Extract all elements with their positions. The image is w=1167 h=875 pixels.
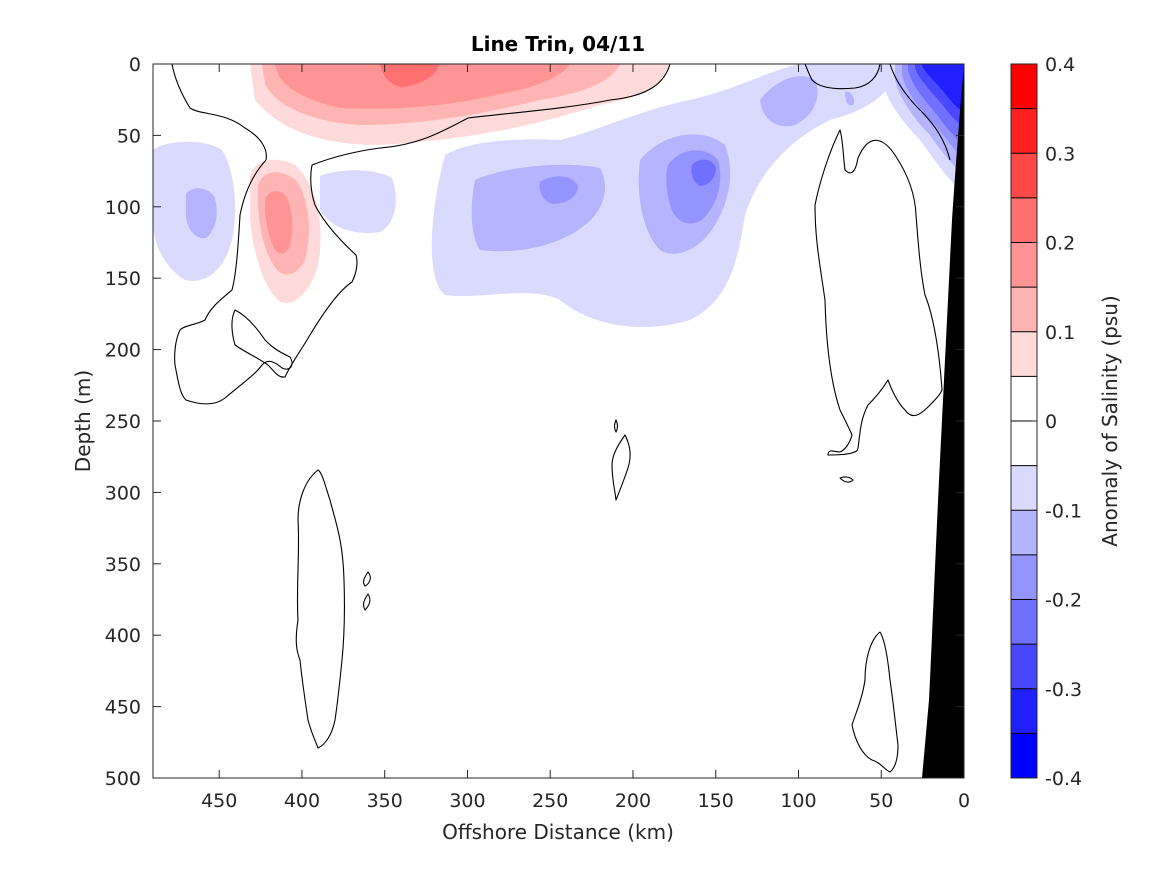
colorbar-tick-label: -0.4 [1045, 768, 1082, 790]
y-tick-label: 50 [117, 125, 141, 147]
colorbar-segment [1011, 287, 1037, 333]
colorbar-tick-label: 0 [1045, 411, 1057, 433]
colorbar-segment [1011, 465, 1037, 511]
zero-contour-deep-left [295, 469, 345, 749]
colorbar-tick-label: -0.1 [1045, 500, 1082, 522]
chart-title: Line Trin, 04/11 [471, 32, 645, 56]
bathymetry-wedge [922, 64, 964, 778]
y-tick-label: 300 [105, 482, 141, 504]
x-tick-label: 200 [615, 790, 651, 812]
zero-contour-main [171, 64, 671, 405]
x-tick-label: 400 [284, 790, 320, 812]
colorbar-segment [1011, 554, 1037, 600]
zero-contour-coastal [889, 64, 951, 161]
anomaly-fill-layer [153, 64, 964, 328]
x-axis-label: Offshore Distance (km) [442, 820, 674, 844]
x-tick-label: 250 [532, 790, 568, 812]
y-tick-label: 0 [129, 54, 141, 76]
colorbar-segment [1011, 197, 1037, 243]
y-tick-label: 250 [105, 411, 141, 433]
colorbar-segment [1011, 331, 1037, 377]
colorbar-segment [1011, 64, 1037, 110]
negative-band-level-1 [320, 170, 396, 234]
colorbar-segment [1011, 688, 1037, 734]
y-tick-label: 400 [105, 625, 141, 647]
zero-contour-deep-left-small-2 [363, 593, 371, 611]
y-tick-label: 500 [105, 768, 141, 790]
x-tick-label: 350 [367, 790, 403, 812]
y-axis: 0 50 100 150 200 250 300 350 400 450 500 [105, 54, 964, 790]
x-tick-label: 300 [449, 790, 485, 812]
colorbar-tick-label: 0.4 [1045, 54, 1075, 76]
negative-band-level-4 [691, 159, 716, 186]
colorbar-segment [1011, 421, 1037, 467]
y-tick-label: 200 [105, 340, 141, 362]
y-axis-label: Depth (m) [71, 370, 95, 472]
colorbar-segment [1011, 108, 1037, 154]
x-tick-label: 100 [780, 790, 816, 812]
zero-contour-deep-mid-small [613, 419, 619, 433]
colorbar-tick-label: 0.3 [1045, 143, 1075, 165]
y-tick-label: 150 [105, 268, 141, 290]
colorbar: 0.4 0.3 0.2 0.1 0 -0.1 -0.2 -0.3 -0.4 [1010, 54, 1082, 790]
surface-positive-anomaly-level-3 [275, 64, 570, 109]
x-axis: 450 400 350 300 250 200 150 100 50 0 [201, 64, 970, 812]
x-tick-label: 50 [869, 790, 893, 812]
x-tick-label: 150 [698, 790, 734, 812]
negative-band-level-2c [760, 76, 818, 127]
colorbar-segment [1011, 599, 1037, 645]
colorbar-segment [1011, 644, 1037, 690]
zero-contour-lines [171, 64, 951, 773]
colorbar-tick-label: -0.2 [1045, 590, 1082, 612]
negative-small-patch [845, 91, 855, 106]
colorbar-segment [1011, 242, 1037, 288]
negative-band-level-3b [539, 176, 578, 204]
coastal-negative-level-6 [922, 64, 964, 112]
y-tick-label: 450 [105, 697, 141, 719]
offshore-negative-anomaly-level-2 [186, 188, 217, 239]
y-tick-label: 100 [105, 197, 141, 219]
zero-contour-vertical-1 [814, 129, 943, 456]
plot-area [152, 63, 965, 779]
colorbar-tick-label: -0.3 [1045, 679, 1082, 701]
zero-contour-deep-mid [611, 434, 631, 501]
zero-contour-deep-left-small-1 [363, 571, 371, 587]
x-tick-label: 0 [958, 790, 970, 812]
zero-contour-small-loop [839, 476, 854, 483]
colorbar-segment [1011, 510, 1037, 556]
surface-positive-anomaly-level-4 [380, 64, 440, 87]
zero-contour-mid [804, 64, 881, 90]
colorbar-segment [1011, 376, 1037, 422]
colorbar-tick-label: 0.2 [1045, 233, 1075, 255]
x-tick-label: 450 [201, 790, 237, 812]
subsurface-positive-anomaly-level-3 [265, 191, 293, 254]
colorbar-label: Anomaly of Salinity (psu) [1098, 295, 1122, 546]
y-tick-label: 350 [105, 554, 141, 576]
zero-contour-deep-coastal [851, 631, 899, 773]
colorbar-tick-label: 0.1 [1045, 322, 1075, 344]
colorbar-segment [1011, 733, 1037, 779]
colorbar-segment [1011, 153, 1037, 199]
